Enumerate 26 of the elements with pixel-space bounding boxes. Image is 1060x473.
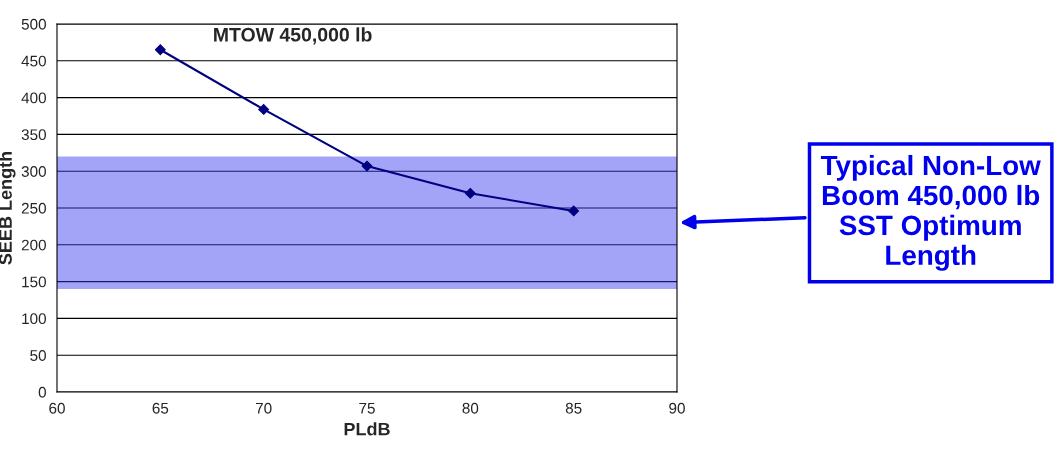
x-tick-label: 75: [359, 402, 375, 414]
x-axis-title: PLdB: [344, 422, 390, 436]
y-tick-label: 250: [21, 202, 46, 214]
x-tick-label: 65: [152, 402, 169, 414]
y-tick-label: 200: [21, 239, 46, 251]
x-tick-label: 80: [462, 402, 479, 414]
point: [258, 103, 270, 115]
y-tick-label: 150: [22, 276, 46, 288]
x-tick-label: 70: [255, 402, 272, 414]
x-tick-label: 90: [669, 402, 685, 414]
y-tick-label: 50: [30, 350, 46, 361]
y-tick-label: 0: [38, 386, 46, 398]
x-tick-label: 60: [49, 402, 65, 414]
x-tick-label: 85: [565, 402, 582, 414]
point: [361, 160, 373, 172]
point: [464, 187, 476, 199]
point: [568, 205, 580, 217]
band-label: Typical Non-Low Boom 450,000 lb SST Optimum Length: [820, 154, 1041, 271]
y-tick-label: 300: [21, 166, 46, 177]
chart-title: MTOW 450,000 lb: [214, 27, 372, 45]
y-tick-label: 500: [21, 18, 46, 30]
y-tick-label: 450: [21, 55, 46, 67]
y-tick-label: 400: [21, 92, 46, 104]
y-tick-label: 350: [21, 129, 46, 141]
point: [154, 44, 166, 56]
y-tick-label: 100: [22, 313, 46, 325]
